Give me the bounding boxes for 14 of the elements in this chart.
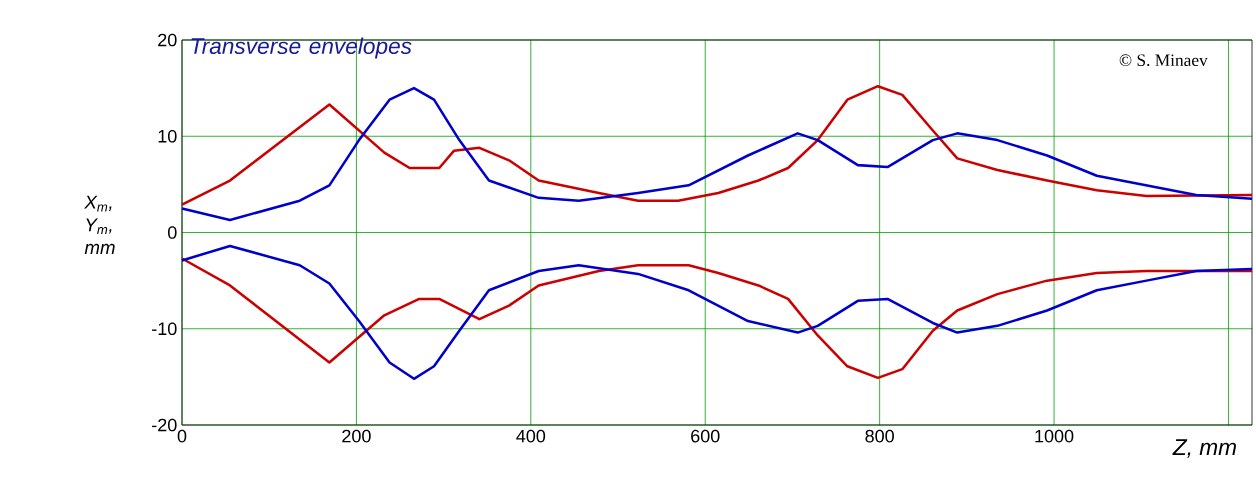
x-axis-title: Z, mm xyxy=(1172,439,1236,458)
y-tick-label: -10 xyxy=(152,322,177,336)
y-tick-label: -20 xyxy=(152,418,177,432)
x-tick-label: 600 xyxy=(691,429,720,443)
y-tick-label: 0 xyxy=(168,226,177,239)
annotation: © S. Minaev xyxy=(1119,54,1208,67)
x-tick-label: 1000 xyxy=(1035,429,1074,443)
y-tick-label: 10 xyxy=(158,129,177,143)
y-axis-title: X$_{m}$, Y$_{m}$, mm xyxy=(84,195,115,254)
x-tick-label: 0 xyxy=(177,429,187,443)
x-tick-label: 800 xyxy=(865,429,894,443)
x-tick-label: 400 xyxy=(516,429,546,443)
x-tick-label: 200 xyxy=(342,429,371,443)
y-tick-label: 20 xyxy=(158,33,177,47)
